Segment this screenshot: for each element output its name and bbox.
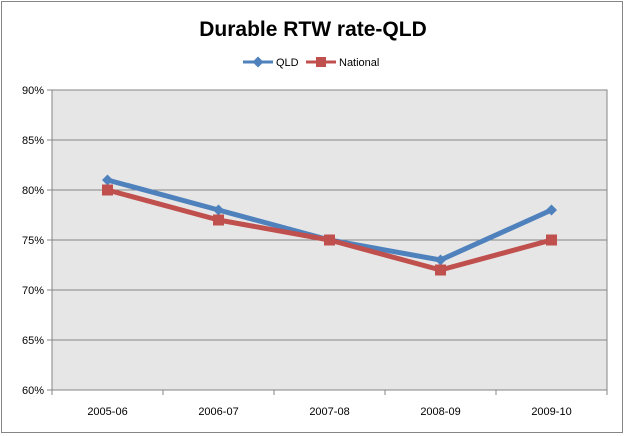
x-tick-label: 2006-07 xyxy=(198,406,238,418)
y-tick-label: 75% xyxy=(22,235,44,247)
y-tick-label: 60% xyxy=(22,385,44,397)
legend-marker-national xyxy=(316,57,326,67)
data-point-national xyxy=(213,214,224,226)
data-point-qld xyxy=(435,254,446,266)
chart-title: Durable RTW rate-QLD xyxy=(199,18,427,41)
x-tick-label: 2008-09 xyxy=(420,406,460,418)
data-point-national xyxy=(435,264,446,276)
legend-label-qld: QLD xyxy=(276,57,299,69)
y-axis-ticks: 60% 65% 70% 75% 80% 85% 90% xyxy=(22,85,52,397)
series-layer xyxy=(102,174,557,276)
x-tick-label: 2005-06 xyxy=(87,406,127,418)
data-point-national xyxy=(546,234,557,246)
x-axis-ticks: 2005-06 2006-07 2007-08 2008-09 2009-10 xyxy=(51,390,608,418)
y-tick-label: 80% xyxy=(22,185,44,197)
y-tick-label: 85% xyxy=(22,135,44,147)
data-point-qld xyxy=(213,204,224,216)
data-point-national xyxy=(324,234,335,246)
y-tick-label: 65% xyxy=(22,335,44,347)
legend-label-national: National xyxy=(339,57,379,69)
x-tick-label: 2007-08 xyxy=(309,406,349,418)
data-point-qld xyxy=(102,174,113,186)
y-tick-label: 90% xyxy=(22,85,44,97)
y-tick-label: 70% xyxy=(22,285,44,297)
legend-marker-qld xyxy=(252,56,264,68)
x-tick-label: 2009-10 xyxy=(531,406,571,418)
data-point-qld xyxy=(546,204,557,216)
data-point-national xyxy=(102,184,113,196)
legend: QLD National xyxy=(243,56,379,69)
